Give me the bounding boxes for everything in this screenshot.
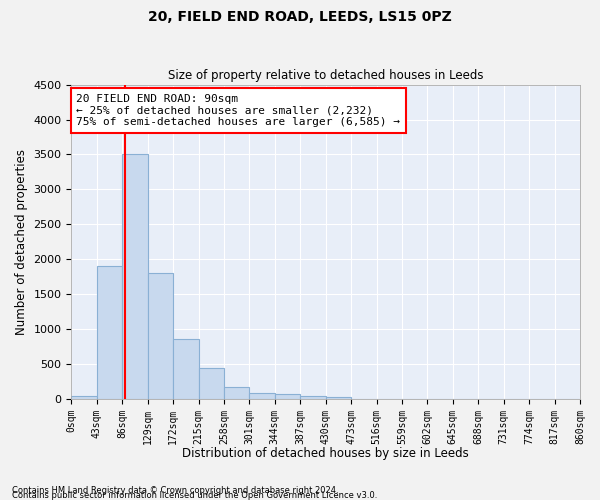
Bar bbox=[224, 387, 250, 399]
Bar bbox=[97, 266, 122, 399]
Text: 20 FIELD END ROAD: 90sqm
← 25% of detached houses are smaller (2,232)
75% of sem: 20 FIELD END ROAD: 90sqm ← 25% of detach… bbox=[76, 94, 400, 127]
Bar bbox=[173, 339, 199, 399]
Bar bbox=[275, 394, 300, 399]
Bar bbox=[300, 396, 326, 399]
Bar bbox=[351, 398, 377, 399]
Text: 20, FIELD END ROAD, LEEDS, LS15 0PZ: 20, FIELD END ROAD, LEEDS, LS15 0PZ bbox=[148, 10, 452, 24]
Bar bbox=[199, 368, 224, 399]
Text: Contains public sector information licensed under the Open Government Licence v3: Contains public sector information licen… bbox=[12, 491, 377, 500]
Title: Size of property relative to detached houses in Leeds: Size of property relative to detached ho… bbox=[168, 69, 484, 82]
Bar bbox=[250, 392, 275, 399]
X-axis label: Distribution of detached houses by size in Leeds: Distribution of detached houses by size … bbox=[182, 447, 469, 460]
Bar bbox=[122, 154, 148, 399]
Text: Contains HM Land Registry data © Crown copyright and database right 2024.: Contains HM Land Registry data © Crown c… bbox=[12, 486, 338, 495]
Bar bbox=[148, 274, 173, 399]
Y-axis label: Number of detached properties: Number of detached properties bbox=[15, 149, 28, 335]
Bar bbox=[326, 397, 351, 399]
Bar bbox=[71, 396, 97, 399]
